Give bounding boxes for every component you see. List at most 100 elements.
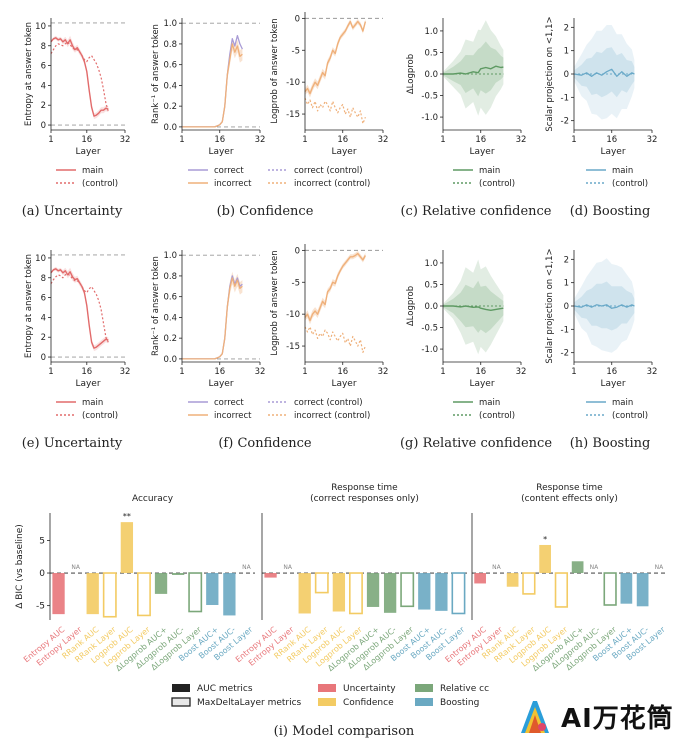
x-tick-label: 32 (647, 367, 658, 377)
panel-caption: (b) Confidence (217, 204, 314, 219)
panel-title: (content effects only) (521, 494, 618, 504)
y-tick-label: 0 (564, 70, 569, 80)
bar (298, 573, 311, 614)
y-tick-label: 0.5 (424, 48, 438, 58)
y-tick-label: 6 (41, 294, 46, 304)
y-tick-label: 1.0 (424, 27, 438, 37)
group-swatch (415, 698, 433, 706)
panel-title: Accuracy (132, 494, 174, 504)
legend-incorrect-control-label: incorrect (control) (294, 179, 370, 189)
x-tick-label: 32 (120, 367, 131, 377)
x-tick-label: 16 (81, 135, 92, 145)
y-tick-label: 4 (41, 313, 46, 323)
x-tick-label: 32 (255, 367, 266, 377)
outer-band (574, 25, 635, 120)
y-tick-label: 0.5 (424, 280, 438, 290)
bar (349, 572, 363, 615)
x-tick-label: 16 (337, 135, 348, 145)
x-tick-label: 1 (179, 367, 184, 377)
bar (332, 573, 346, 612)
y-tick-label: 1.0 (163, 251, 177, 261)
bar (154, 573, 168, 594)
legend-control-label: (control) (612, 179, 648, 189)
y-axis-label: Scalar projection on <1,1> (545, 248, 555, 363)
significance-label: ** (123, 512, 131, 521)
y-tick-label: -1.0 (421, 113, 438, 123)
x-tick-label: 32 (120, 135, 131, 145)
y-tick-label: 8 (41, 274, 46, 284)
x-axis-label: Layer (208, 379, 233, 389)
inner-band (574, 47, 635, 98)
x-axis-label: Layer (469, 147, 494, 157)
y-tick-label: 0.2 (163, 102, 177, 112)
y-tick-label: 10 (35, 254, 46, 264)
x-tick-label: 32 (516, 367, 527, 377)
panel-caption: (d) Boosting (570, 204, 651, 219)
control-line (50, 41, 109, 112)
bar (418, 573, 431, 610)
auc-swatch (172, 684, 190, 692)
legend-main-label: main (479, 166, 500, 176)
y-tick-label: 4 (41, 81, 46, 91)
bar (86, 573, 99, 615)
x-tick-label: 16 (81, 367, 92, 377)
x-axis-label: Layer (208, 147, 233, 157)
outer-band (443, 20, 504, 116)
y-tick-label: 0 (295, 14, 300, 24)
x-tick-label: 32 (255, 135, 266, 145)
y-tick-label: 6 (41, 62, 46, 72)
bar (603, 572, 617, 606)
na-label: NA (71, 564, 80, 571)
y-axis-label: Logprob of answer token (270, 250, 280, 355)
y-axis-label: ΔLogprob (406, 54, 416, 94)
bar (171, 573, 185, 575)
y-tick-label: 0.4 (163, 81, 177, 91)
rank-incorrect-line (182, 43, 243, 128)
na-label: NA (492, 564, 501, 571)
panel-title: Response time (536, 483, 603, 493)
main-line (443, 65, 504, 75)
y-tick-label: -10 (286, 310, 300, 320)
y-tick-label: -5 (292, 46, 300, 56)
y-tick-label: 1.0 (424, 259, 438, 269)
y-tick-label: -5 (36, 602, 45, 612)
y-tick-label: 8 (41, 42, 46, 52)
y-tick-label: 0 (41, 353, 46, 363)
bar (522, 572, 536, 595)
legend-incorrect-label: incorrect (214, 179, 252, 189)
x-axis-label: Layer (600, 379, 625, 389)
group-legend-label: Relative cc (440, 684, 489, 694)
group-legend-label: Uncertainty (343, 684, 396, 694)
y-tick-label: -1 (561, 325, 569, 335)
x-tick-label: 1 (302, 135, 307, 145)
y-tick-label: 2 (564, 23, 569, 33)
bar (52, 573, 65, 615)
legend-incorrect-label: incorrect (214, 411, 252, 421)
bar (223, 573, 236, 616)
legend-control-label: (control) (479, 179, 515, 189)
y-axis-label: Rank⁻¹ of answer token (151, 24, 161, 124)
y-axis-label: Scalar projection on <1,1> (545, 16, 555, 131)
y-tick-label: 0.6 (163, 293, 177, 303)
legend-control-label: (control) (479, 411, 515, 421)
legend-correct-label: correct (214, 398, 244, 408)
panel-caption: (c) Relative confidence (400, 204, 551, 219)
group-swatch (318, 684, 336, 692)
x-tick-label: 1 (440, 135, 445, 145)
y-tick-label: -1.0 (421, 345, 438, 355)
bar (474, 573, 486, 584)
watermark: AI万花筒 (509, 692, 689, 741)
panel-caption: (g) Relative confidence (400, 436, 552, 451)
panel-caption: (e) Uncertainty (22, 436, 123, 451)
main-line (50, 37, 109, 117)
rank-incorrect-line (182, 277, 243, 360)
x-tick-label: 16 (475, 367, 486, 377)
na-label: NA (590, 564, 599, 571)
bar (554, 572, 569, 608)
group-swatch (415, 684, 433, 692)
legend-control-label: (control) (612, 411, 648, 421)
bar (400, 572, 415, 608)
